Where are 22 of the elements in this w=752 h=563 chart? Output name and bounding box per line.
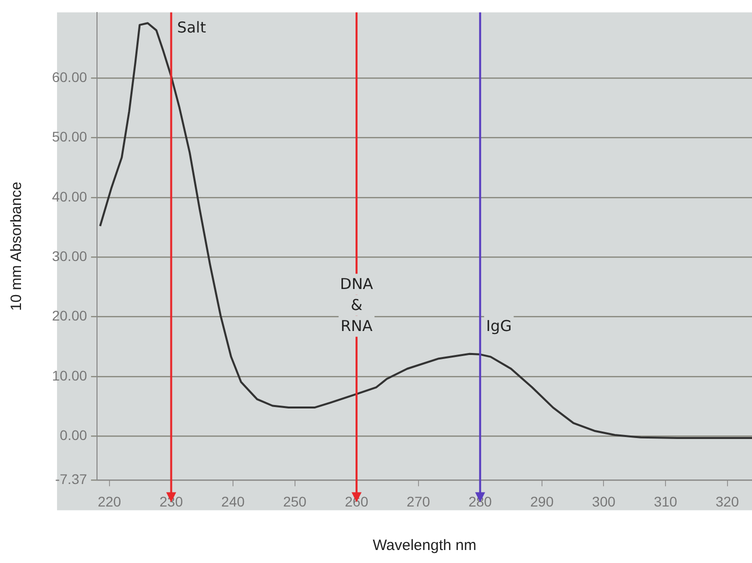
x-tick-label: 250 <box>283 493 307 510</box>
x-axis-title: Wavelength nm <box>372 537 476 554</box>
y-tick-label: 20.00 <box>52 308 88 324</box>
x-tick-label: 310 <box>654 493 678 510</box>
y-axis-title: 10 mm Absorbance <box>8 182 26 311</box>
x-tick-label: 220 <box>98 493 122 510</box>
x-tick-label: 320 <box>716 493 740 510</box>
y-tick-label: 0.00 <box>60 427 88 444</box>
x-tick-label: 300 <box>592 493 616 510</box>
y-tick-label: 50.00 <box>52 128 88 145</box>
annotation: DNA & RNA <box>340 275 374 336</box>
y-tick-label: 60.00 <box>52 68 88 85</box>
y-tick-label: 30.00 <box>52 248 88 264</box>
y-tick-label: 10.00 <box>52 367 88 384</box>
annotation: IgG <box>486 317 512 336</box>
y-tick-label: -7.37 <box>55 471 88 488</box>
x-tick-label: 270 <box>406 493 430 510</box>
x-tick-label: 290 <box>530 493 554 510</box>
annotation: Salt <box>177 18 206 37</box>
y-tick-label: 40.00 <box>52 188 88 204</box>
x-tick-label: 280 <box>468 493 492 510</box>
x-tick-label: 240 <box>221 493 245 510</box>
